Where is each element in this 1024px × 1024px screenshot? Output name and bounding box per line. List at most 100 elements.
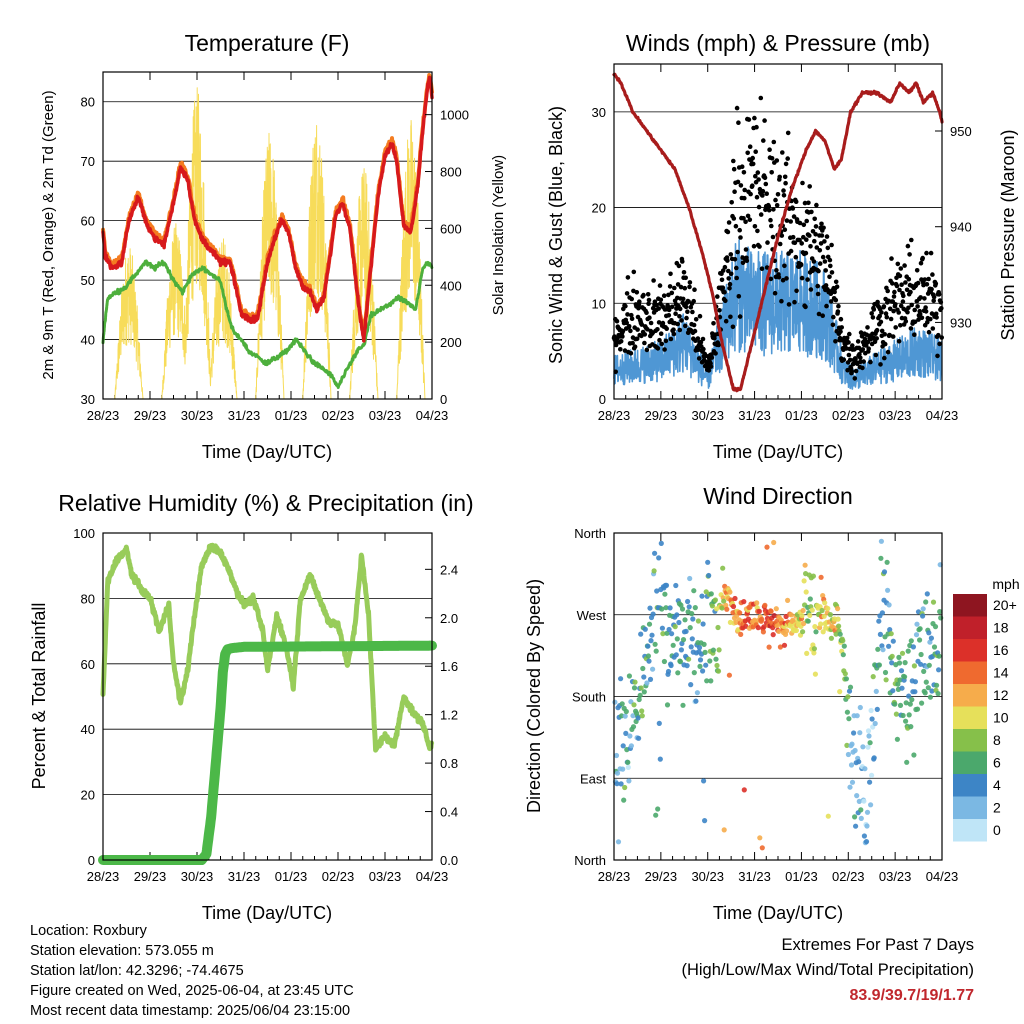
- direction-point: [649, 632, 655, 638]
- gust-point: [683, 275, 688, 281]
- direction-point: [612, 699, 618, 705]
- direction-point: [679, 640, 685, 647]
- direction-point: [638, 685, 644, 691]
- direction-point: [689, 611, 695, 617]
- gust-point: [762, 118, 767, 123]
- gust-point: [641, 292, 646, 298]
- legend-label: 6: [993, 755, 1001, 771]
- direction-point: [788, 612, 794, 618]
- gust-point: [644, 310, 649, 316]
- direction-point: [913, 632, 920, 638]
- y-tick-label-right: 1.6: [440, 659, 458, 674]
- gust-point: [755, 228, 760, 234]
- gust-point: [671, 331, 677, 337]
- gust-point: [757, 244, 762, 249]
- winds-ylabel-left: Sonic Wind & Gust (Blue, Black): [546, 106, 566, 364]
- direction-point: [843, 676, 850, 682]
- gust-point: [888, 316, 894, 322]
- humidity-title: Relative Humidity (%) & Precipitation (i…: [58, 490, 473, 516]
- gust-point: [897, 287, 902, 293]
- gust-point: [833, 297, 839, 303]
- gust-point: [838, 316, 844, 322]
- direction-point: [935, 691, 941, 697]
- gust-point: [677, 314, 682, 319]
- direction-point: [908, 724, 914, 730]
- direction-point: [895, 681, 901, 687]
- gust-point: [637, 299, 642, 305]
- gust-point: [879, 328, 885, 334]
- gust-point: [866, 346, 871, 352]
- direction-point: [626, 673, 633, 679]
- direction-point: [636, 735, 642, 741]
- gust-point: [915, 280, 921, 286]
- direction-point: [773, 606, 779, 612]
- gust-point: [771, 207, 776, 212]
- direction-point: [659, 606, 665, 612]
- y-tick-label-left: 60: [81, 214, 95, 229]
- direction-point: [755, 625, 761, 631]
- direction-point: [847, 684, 854, 690]
- y-tick-label-right: 0.4: [440, 805, 458, 820]
- direction-point: [849, 779, 856, 785]
- gust-point: [882, 332, 887, 337]
- direction-point: [845, 751, 852, 758]
- legend-swatch: [953, 661, 987, 684]
- gust-point: [905, 243, 911, 249]
- gust-point: [736, 120, 741, 125]
- direction-point: [741, 599, 747, 605]
- gust-point: [802, 200, 808, 206]
- gust-point: [727, 281, 733, 287]
- gust-point: [804, 218, 809, 224]
- direction-point: [673, 652, 679, 658]
- gust-point: [625, 312, 630, 317]
- direction-point: [922, 690, 928, 696]
- gust-point: [623, 303, 628, 309]
- direction-point: [846, 716, 852, 722]
- gust-point: [666, 292, 671, 298]
- gust-point: [625, 275, 631, 280]
- gust-point: [893, 325, 898, 330]
- legend-swatch: [953, 639, 987, 662]
- gust-point: [729, 200, 734, 205]
- direction-points: [612, 538, 944, 851]
- plot-border: [102, 532, 433, 861]
- direction-point: [881, 569, 888, 575]
- gust-point: [764, 265, 770, 270]
- direction-point: [800, 607, 806, 614]
- gust-point: [798, 262, 804, 267]
- gust-point: [792, 299, 797, 305]
- y-tick-label-left: North: [574, 853, 606, 868]
- gust-point: [642, 332, 648, 337]
- gust-point: [737, 314, 743, 319]
- gust-point: [734, 275, 739, 281]
- direction-point: [688, 644, 694, 650]
- direction-point: [809, 607, 815, 613]
- gust-point: [884, 314, 890, 320]
- direction-point: [636, 696, 642, 703]
- gust-point: [797, 220, 803, 226]
- gust-point: [713, 351, 718, 356]
- gust-point: [692, 287, 697, 293]
- gust-point: [736, 294, 742, 299]
- direction-point: [691, 670, 697, 676]
- gust-point: [875, 299, 880, 305]
- gust-point: [904, 287, 910, 293]
- gust-point: [731, 166, 737, 172]
- direction-point: [707, 658, 713, 664]
- direction-point: [894, 736, 901, 742]
- gust-point: [696, 356, 702, 361]
- x-tick-label: 01/23: [785, 869, 818, 884]
- station-pressure-line: [612, 72, 944, 393]
- gust-point: [808, 244, 813, 249]
- winds-title: Winds (mph) & Pressure (mb): [626, 30, 930, 56]
- gust-point: [912, 332, 917, 338]
- direction-point: [640, 665, 646, 672]
- y-tick-label-right: 2.0: [440, 611, 458, 626]
- gust-point: [654, 302, 659, 308]
- direction-point: [818, 574, 824, 580]
- gust-point: [722, 289, 727, 295]
- gust-point: [666, 313, 672, 318]
- temperature-ylabel-right: Solar Insolation (Yellow): [490, 155, 507, 315]
- gust-point: [735, 249, 740, 255]
